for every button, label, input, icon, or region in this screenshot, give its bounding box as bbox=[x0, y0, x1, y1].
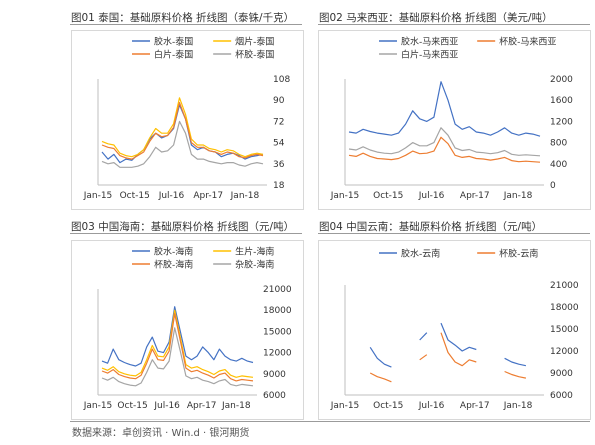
y-tick-label: 6000 bbox=[550, 391, 573, 401]
x-tick-label: Oct-15 bbox=[373, 401, 403, 411]
x-tick-label: Oct-15 bbox=[373, 191, 403, 201]
series-line bbox=[101, 306, 254, 367]
x-tick-label: Jul-16 bbox=[418, 191, 445, 201]
legend-label: 杯胶-云南 bbox=[499, 248, 538, 260]
y-tick-label: 0 bbox=[550, 181, 556, 191]
x-tick-label: Jan-18 bbox=[230, 191, 260, 201]
legend-label: 胶水-泰国 bbox=[154, 36, 193, 48]
y-tick-label: 54 bbox=[273, 139, 285, 149]
y-tick-label: 800 bbox=[550, 139, 567, 149]
y-tick-label: 18000 bbox=[263, 306, 292, 316]
x-tick-label: Jan-15 bbox=[83, 191, 113, 201]
chart1-title-separator bbox=[70, 24, 302, 25]
series-line bbox=[101, 327, 254, 387]
legend-label: 烟片-泰国 bbox=[235, 36, 274, 48]
x-tick-label: Jan-18 bbox=[503, 401, 533, 411]
y-tick-label: 12000 bbox=[263, 349, 292, 359]
series-line bbox=[101, 102, 264, 160]
y-tick-label: 9000 bbox=[550, 369, 573, 379]
legend-label: 胶水-马来西亚 bbox=[401, 36, 458, 48]
series-line bbox=[348, 81, 541, 137]
y-tick-label: 90 bbox=[273, 96, 285, 106]
y-tick-label: 18000 bbox=[550, 303, 579, 313]
data-source: 数据来源：卓创资讯 · Win.d · 银河期货 bbox=[72, 428, 250, 439]
chart2-title: 图02 马来西亚：基础原料价格 折线图（美元/吨） bbox=[319, 12, 553, 24]
legend-label: 白片-马来西亚 bbox=[401, 49, 458, 61]
legend-label: 杯胶-海南 bbox=[154, 259, 193, 271]
legend-label: 胶水-云南 bbox=[401, 248, 440, 260]
y-tick-label: 2000 bbox=[550, 75, 573, 85]
x-tick-label: Jul-16 bbox=[158, 191, 185, 201]
series-line bbox=[348, 136, 541, 163]
series-line bbox=[101, 309, 254, 378]
y-tick-label: 36 bbox=[273, 160, 285, 170]
series-line bbox=[101, 120, 264, 168]
chart4-panel: 胶水-云南 杯胶-云南 6000 9000 12000 15000 18000 21000 Ja… bbox=[318, 240, 591, 420]
y-tick-label: 9000 bbox=[263, 370, 286, 380]
series-line bbox=[101, 313, 254, 382]
series-line bbox=[348, 127, 541, 157]
y-tick-label: 12000 bbox=[550, 347, 579, 357]
chart4-plot: 胶水-云南 杯胶-云南 6000 9000 12000 15000 18000 21000 Ja… bbox=[330, 248, 579, 412]
y-tick-label: 15000 bbox=[263, 327, 292, 337]
series-line bbox=[369, 322, 527, 368]
x-tick-label: Apr-17 bbox=[460, 191, 490, 201]
x-tick-label: Jul-16 bbox=[153, 401, 180, 411]
x-tick-label: Apr-17 bbox=[187, 401, 217, 411]
y-tick-label: 21000 bbox=[550, 281, 579, 291]
chart1-panel: 胶水-泰国 烟片-泰国白片-泰国 杯胶-泰国 18 36 54 72 90 108 Jan-15 O… bbox=[71, 30, 304, 210]
legend-label: 生片-海南 bbox=[235, 246, 274, 258]
chart3-title: 图03 中国海南：基础原料价格 折线图（元/吨） bbox=[71, 221, 295, 233]
x-tick-label: Apr-17 bbox=[460, 401, 490, 411]
y-tick-label: 15000 bbox=[550, 325, 579, 335]
x-tick-label: Jan-15 bbox=[330, 191, 360, 201]
y-tick-label: 72 bbox=[273, 117, 284, 127]
series-line bbox=[101, 97, 264, 158]
y-tick-label: 1600 bbox=[550, 96, 573, 106]
y-tick-label: 108 bbox=[273, 75, 290, 85]
footer-separator bbox=[70, 421, 590, 422]
chart4-title-separator bbox=[318, 233, 590, 234]
x-tick-label: Jul-16 bbox=[418, 401, 445, 411]
y-tick-label: 400 bbox=[550, 160, 567, 170]
chart2-panel: 胶水-马来西亚 杯胶-马来西亚白片-马来西亚 0 400 800 1200 1600 2000… bbox=[318, 30, 591, 210]
chart1-title: 图01 泰国：基础原料价格 折线图（泰铢/千克） bbox=[71, 12, 295, 24]
legend-label: 杯胶-马来西亚 bbox=[499, 36, 556, 48]
x-tick-label: Oct-15 bbox=[120, 191, 150, 201]
y-tick-label: 21000 bbox=[263, 285, 292, 295]
legend-label: 杂胶-海南 bbox=[235, 259, 274, 271]
chart4-title: 图04 中国云南：基础原料价格 折线图（元/吨） bbox=[319, 221, 543, 233]
x-tick-label: Oct-15 bbox=[117, 401, 147, 411]
x-tick-label: Jan-15 bbox=[83, 401, 113, 411]
x-tick-label: Apr-17 bbox=[193, 191, 223, 201]
y-tick-label: 1200 bbox=[550, 117, 573, 127]
x-tick-label: Jan-15 bbox=[330, 401, 360, 411]
series-line bbox=[369, 332, 527, 383]
y-tick-label: 18 bbox=[273, 181, 285, 191]
legend-label: 胶水-海南 bbox=[154, 246, 193, 258]
x-tick-label: Jan-18 bbox=[503, 191, 533, 201]
chart3-panel: 胶水-海南 生片-海南杯胶-海南 杂胶-海南 6000 9000 12000 15000 18… bbox=[71, 240, 304, 420]
y-tick-label: 6000 bbox=[263, 391, 286, 401]
chart2-title-separator bbox=[318, 24, 590, 25]
x-tick-label: Jan-18 bbox=[221, 401, 251, 411]
legend-label: 杯胶-泰国 bbox=[235, 49, 274, 61]
chart3-title-separator bbox=[70, 233, 302, 234]
legend-label: 白片-泰国 bbox=[154, 49, 193, 61]
